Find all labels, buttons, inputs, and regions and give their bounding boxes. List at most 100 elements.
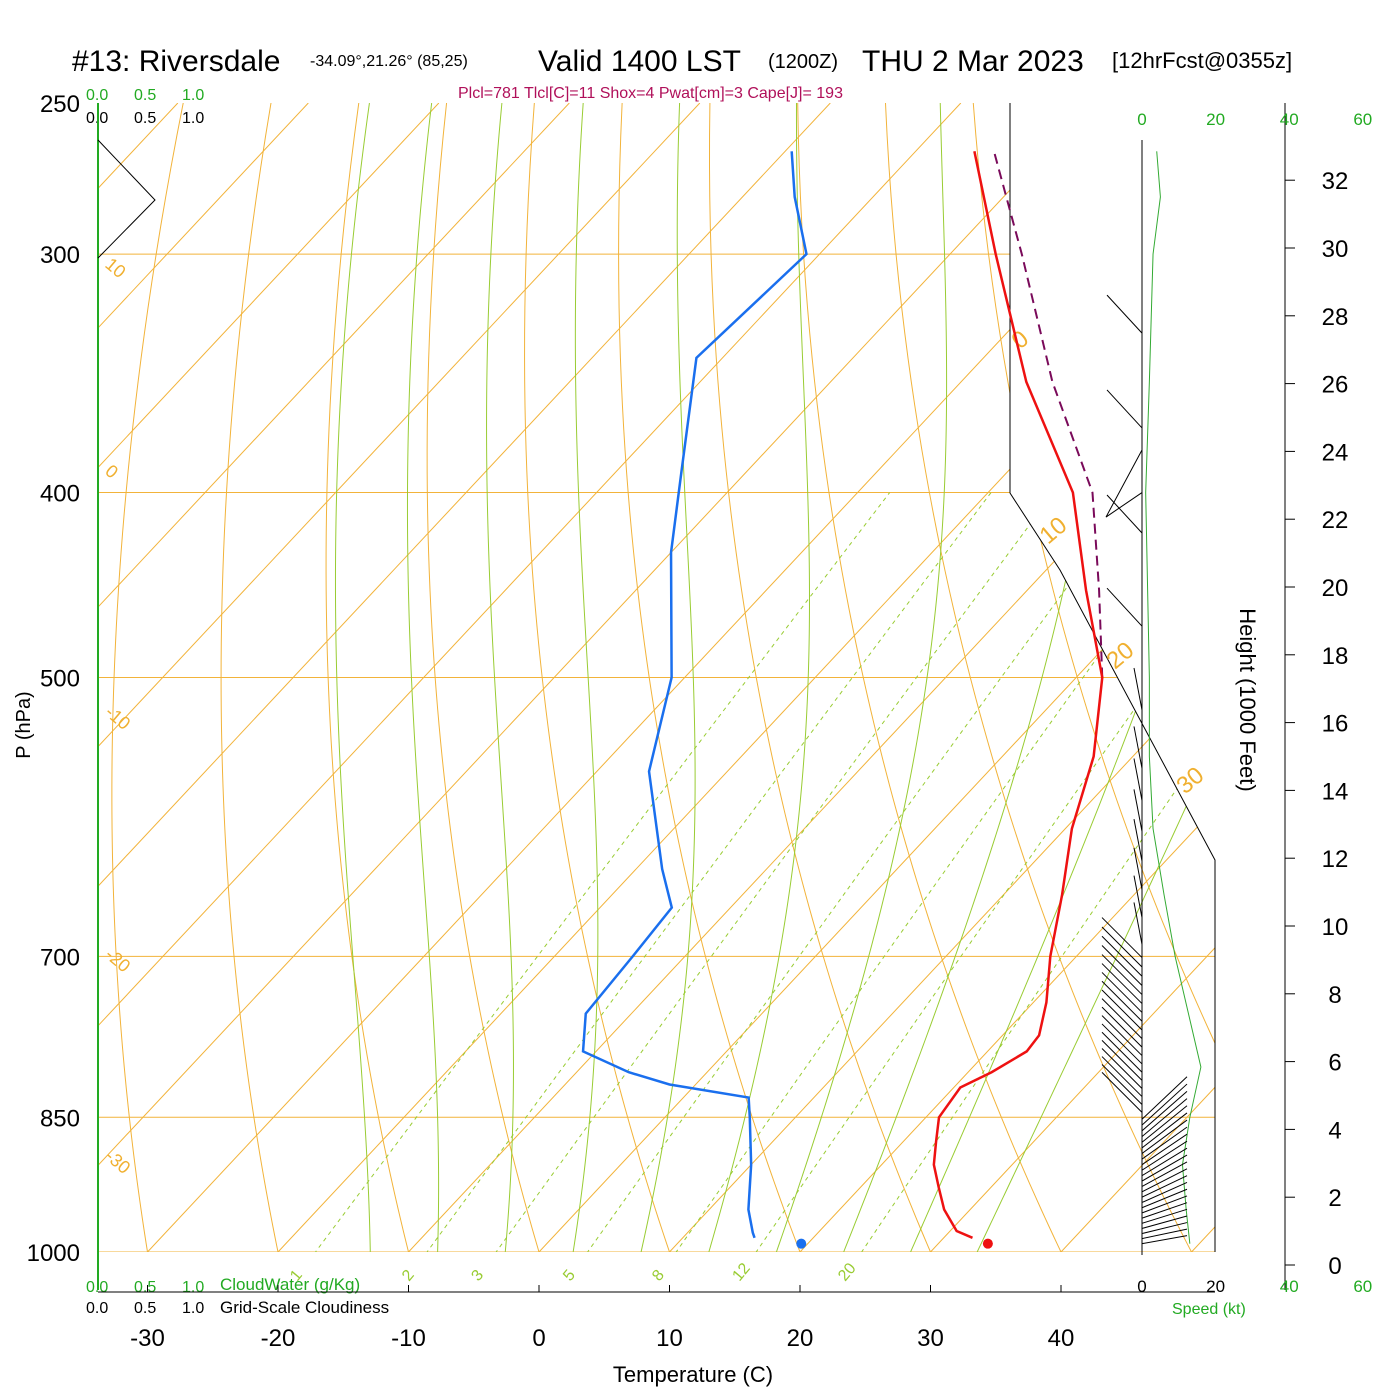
pressure-tick-label: 500	[40, 666, 80, 693]
moist-adiabat-line	[486, 103, 514, 1252]
wind-barb	[1141, 1195, 1188, 1214]
wind-barb	[1101, 945, 1143, 986]
cloudwater-label: CloudWater (g/Kg)	[220, 1275, 360, 1294]
mixing-ratio-label: 5	[560, 1267, 579, 1285]
wind-barb	[1133, 902, 1143, 945]
height-tick-label: 10	[1322, 914, 1349, 941]
axis-labels: -30 -20 -10 0 10 20 30 402503004005007008501000…	[27, 91, 1349, 1352]
mixing-ratio-line	[466, 492, 1055, 1252]
station-coords: -34.09°,21.26° (85,25)	[310, 53, 468, 70]
speed-top-tick-label: 0	[1137, 110, 1146, 129]
isotherm-line	[1191, 103, 1215, 1252]
height-tick-label: 2	[1328, 1185, 1341, 1212]
wind-barb	[1101, 1048, 1143, 1089]
height-tick-label: 4	[1328, 1117, 1341, 1144]
temperature-tick-label: -30	[130, 1325, 165, 1352]
height-tick-label: 18	[1322, 643, 1349, 670]
wind-barb	[1101, 1023, 1143, 1065]
temperature-tick-label: 0	[532, 1325, 545, 1352]
cloud-green-tick-0: 0.0	[86, 87, 108, 104]
moist-adiabat-line	[696, 103, 810, 1252]
wind-barb	[1141, 1215, 1188, 1229]
dry-adiabat-line	[970, 103, 1215, 1252]
mixing-ratio-label: 8	[649, 1267, 668, 1285]
wind-barb	[1101, 963, 1143, 1004]
wind-barb-pennant	[1105, 449, 1143, 518]
dry-adiabat-line	[426, 103, 552, 1252]
isotherm-label: 10	[101, 254, 129, 282]
cloud-bottom-black-tick-1: 0.5	[134, 1300, 156, 1317]
wind-barb	[1133, 758, 1143, 801]
height-tick-label: 14	[1322, 778, 1349, 805]
indices-line: Plcl=781 Tlcl[C]=11 Shox=4 Pwat[cm]=3 Ca…	[458, 85, 843, 102]
height-tick-label: 6	[1328, 1050, 1341, 1077]
speed-bottom-tick-label: 20	[1206, 1277, 1225, 1296]
temperature-profile	[932, 151, 1104, 1239]
speed-bottom-tick-label: 0	[1137, 1277, 1146, 1296]
wind-barb	[1101, 980, 1143, 1022]
moist-adiabat-line	[565, 103, 599, 1252]
wind-barb	[1141, 1105, 1188, 1143]
moist-adiabat-line	[957, 103, 1215, 1252]
mixing-ratio-label: 3	[468, 1267, 487, 1285]
temperature-tick-label: 10	[656, 1325, 683, 1352]
wind-barb	[1141, 1133, 1188, 1166]
pressure-tick-label: 400	[40, 481, 80, 508]
moist-adiabat-line	[406, 103, 440, 1252]
cloudiness-mark	[97, 139, 156, 259]
wind-barb	[1101, 954, 1143, 995]
cloud-bottom-green-tick-1: 0.5	[134, 1279, 156, 1296]
wind-barb	[1141, 1228, 1188, 1240]
wind-barb	[1133, 667, 1143, 711]
isotherm-label: -10	[101, 702, 134, 734]
background-lines	[98, 103, 1215, 1252]
isotherm-line	[98, 103, 309, 1252]
isotherm-line	[98, 103, 701, 1252]
wind-barb	[1141, 1161, 1188, 1187]
wind-barb	[1101, 1064, 1143, 1105]
height-tick-label: 20	[1322, 575, 1349, 602]
wind-barb	[1101, 1031, 1143, 1073]
wind-barb	[1101, 917, 1143, 958]
pressure-tick-label: 1000	[27, 1240, 80, 1267]
height-tick-label: 22	[1322, 507, 1349, 534]
cloud-black-tick-2: 1.0	[182, 110, 204, 127]
mixing-ratio-line	[396, 492, 992, 1252]
wind-barb	[1141, 1126, 1188, 1160]
isotherm-line	[408, 103, 1215, 1252]
isotherm-label: -20	[101, 944, 134, 976]
temperature-tick-label: 40	[1048, 1325, 1075, 1352]
mixing-ratio-label: 2	[399, 1267, 418, 1285]
mixing-ratio-line	[727, 492, 1215, 1252]
isotherm-line	[538, 103, 1215, 1252]
height-tick-label: 26	[1322, 372, 1349, 399]
isotherm-line	[98, 103, 831, 1252]
wind-barb	[1141, 1140, 1188, 1171]
dewpoint-profile	[581, 151, 808, 1239]
wind-barb	[1141, 1098, 1188, 1137]
temperature-tick-label: 30	[917, 1325, 944, 1352]
speed-bottom-tick-label: 60	[1353, 1277, 1372, 1296]
wind-barb	[1101, 1040, 1143, 1081]
cloud-green-tick-2: 1.0	[182, 87, 204, 104]
dry-adiabat-line	[618, 103, 817, 1252]
wind-barb	[1106, 389, 1143, 429]
dry-adiabat-line	[796, 103, 1082, 1252]
temperature-tick-label: -10	[391, 1325, 426, 1352]
wind-barb	[1133, 789, 1143, 832]
speed-top-tick-label: 40	[1280, 110, 1299, 129]
valid-time: Valid 1400 LST	[538, 45, 741, 78]
wind-barb	[1141, 1119, 1188, 1154]
mixing-ratio-line	[558, 492, 1137, 1252]
surface-temp-marker	[982, 1238, 993, 1249]
temperature-tick-label: 20	[787, 1325, 814, 1352]
wind-barb	[1101, 989, 1143, 1031]
height-axis-title: Height (1000 Feet)	[1235, 608, 1260, 791]
height-tick-label: 24	[1322, 439, 1349, 466]
parcel-trace	[992, 151, 1104, 678]
wind-barb	[1101, 998, 1143, 1039]
isotherm-label: 0	[101, 461, 122, 483]
height-tick-label: 32	[1322, 168, 1349, 195]
dry-adiabat-line	[883, 103, 1214, 1252]
